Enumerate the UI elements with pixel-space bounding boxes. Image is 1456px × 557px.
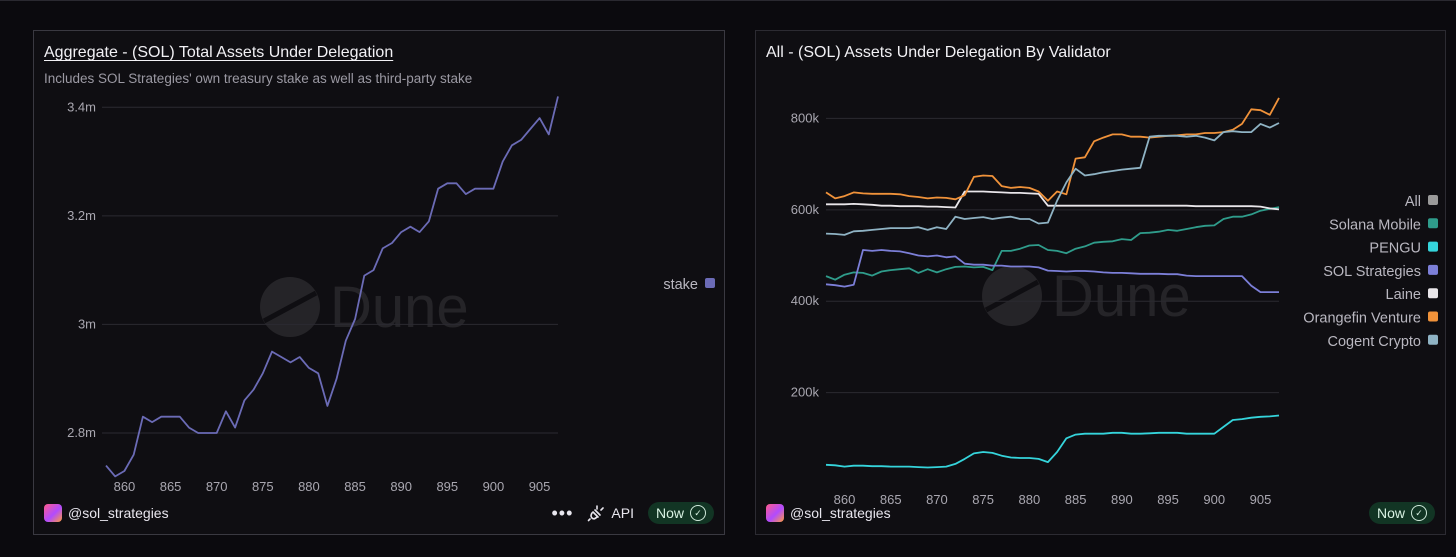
y-tick-label: 600k [791,202,820,217]
legend-swatch[interactable] [1428,334,1438,345]
x-tick-label: 865 [880,492,902,507]
legend-swatch[interactable] [1428,311,1438,322]
panel-title[interactable]: All - (SOL) Assets Under Delegation By V… [766,44,1111,61]
legend-label: Solana Mobile [1329,217,1421,233]
y-tick-label: 2.8m [67,425,96,440]
legend-label: SOL Strategies [1323,264,1421,280]
x-tick-label: 865 [160,479,182,494]
legend-label-stake: stake [663,277,698,293]
aggregate-line-chart: Dune 2.8m 3m 3.2m 3.4m 860 865 870 875 880 885 89… [67,96,715,494]
check-circle-icon: ✓ [1411,505,1427,521]
dune-watermark: Dune [260,275,469,340]
legend-label: Cogent Crypto [1328,334,1422,350]
x-tick-label: 885 [344,479,366,494]
x-tick-label: 880 [1019,492,1041,507]
x-tick-label: 885 [1065,492,1087,507]
series-line-solana-mobile[interactable] [825,206,1280,281]
panel-subtitle: Includes SOL Strategies' own treasury st… [44,71,473,86]
y-tick-label: 400k [791,293,820,308]
x-tick-label: 890 [390,479,412,494]
legend-swatch[interactable] [1428,264,1438,275]
dune-logo-icon [982,266,1042,326]
legend-swatch[interactable] [1428,288,1438,299]
x-tick-label: 905 [529,479,551,494]
dune-logo-stroke [984,279,1040,313]
x-tick-label: 880 [298,479,320,494]
panel-actions: Now ✓ [1368,502,1435,524]
series-line-orangefin-venture[interactable] [825,97,1280,202]
author-handle[interactable]: @sol_strategies [68,505,169,521]
check-circle-icon: ✓ [690,505,706,521]
now-label: Now [655,505,684,521]
api-label: API [611,505,634,521]
series-line-stake[interactable] [105,96,559,478]
x-tick-label: 860 [114,479,136,494]
series-line-sol-strategies[interactable] [825,249,1279,294]
legend: stake [663,277,715,293]
y-tick-label: 3m [78,316,96,331]
x-tick-label: 870 [926,492,948,507]
y-tick-label: 3.4m [67,99,96,114]
more-options-button[interactable]: ••• [551,503,574,523]
y-tick-label: 3.2m [67,208,96,223]
y-tick-label: 800k [791,110,820,125]
aggregate-chart-panel: Aggregate - (SOL) Total Assets Under Del… [33,30,725,535]
x-tick-label: 905 [1250,492,1272,507]
panel-title[interactable]: Aggregate - (SOL) Total Assets Under Del… [44,44,394,61]
series-line-pengu[interactable] [825,414,1280,469]
plug-icon [588,505,605,522]
now-label: Now [1376,505,1405,521]
series-line-laine[interactable] [826,190,1280,211]
legend-label: Laine [1386,287,1421,303]
avatar [766,504,784,522]
x-tick-label: 895 [1157,492,1179,507]
legend-label: PENGU [1369,241,1421,257]
x-tick-label: 870 [206,479,228,494]
watermark-text: Dune [330,275,469,340]
dune-logo-stroke [262,290,318,324]
y-tick-label: 200k [791,385,820,400]
x-tick-label: 890 [1111,492,1133,507]
legend-swatch[interactable] [1428,218,1438,229]
legend-label: All [1405,194,1421,210]
x-tick-label: 875 [252,479,274,494]
legend-swatch[interactable] [1428,195,1438,205]
author-footer[interactable]: @sol_strategies [766,504,891,522]
top-divider [0,0,1456,1]
validator-chart-panel: All - (SOL) Assets Under Delegation By V… [755,30,1446,535]
x-tick-label: 900 [1203,492,1225,507]
refresh-status-badge[interactable]: Now ✓ [647,502,714,524]
x-tick-label: 895 [436,479,458,494]
series-line-cogent-crypto[interactable] [825,122,1280,236]
panel-actions: ••• API Now ✓ [551,502,714,524]
legend-swatch[interactable] [1428,241,1438,252]
legend: All Solana Mobile PENGU SOL Strategies Laine… [1303,194,1438,350]
author-handle[interactable]: @sol_strategies [790,505,891,521]
dune-logo-icon [260,277,320,337]
api-button[interactable]: API [587,504,634,522]
legend-swatch-stake[interactable] [705,278,715,288]
author-footer[interactable]: @sol_strategies [44,504,169,522]
refresh-status-badge[interactable]: Now ✓ [1368,502,1435,524]
x-tick-label: 900 [483,479,505,494]
x-tick-label: 860 [834,492,856,507]
avatar [44,504,62,522]
x-tick-label: 875 [972,492,994,507]
legend-label: Orangefin Venture [1303,311,1421,327]
